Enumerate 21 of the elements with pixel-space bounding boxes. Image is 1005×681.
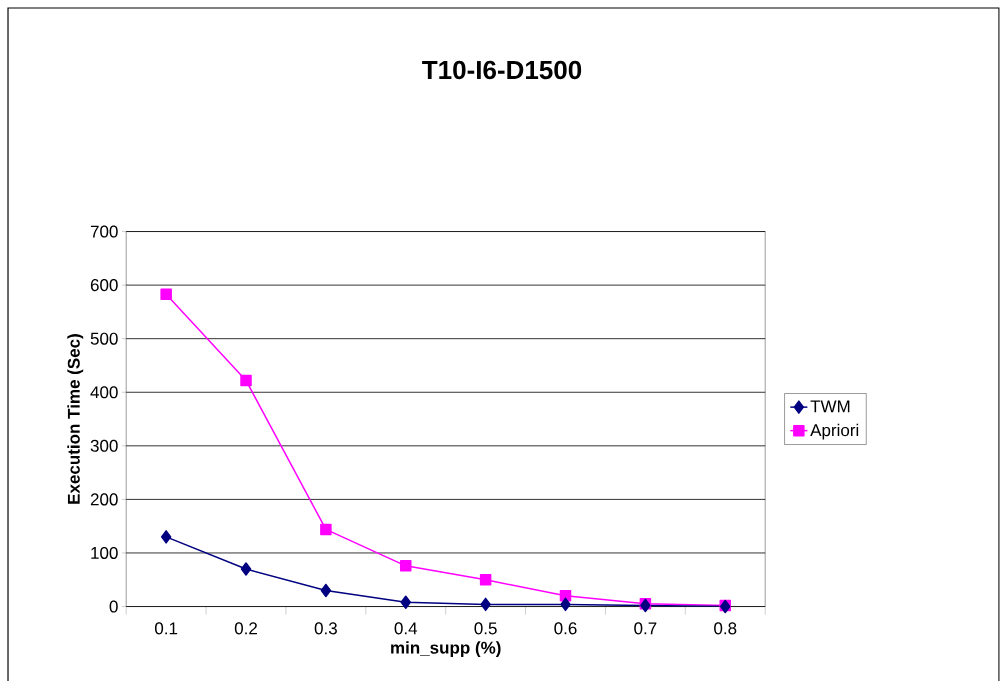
legend-label: TWM	[810, 400, 850, 413]
y-axis-title: Execution Time (Sec)	[67, 334, 84, 504]
x-tick-label: 0.2	[234, 622, 257, 635]
y-tick-label: 400	[90, 386, 118, 399]
chart-title: T10-I6-D1500	[422, 60, 582, 80]
y-tick-label: 500	[90, 332, 118, 345]
legend-label: Apriori	[810, 423, 859, 440]
x-tick-label: 0.3	[314, 622, 337, 635]
y-tick-label: 600	[90, 279, 118, 292]
x-tick-label: 0.1	[154, 622, 178, 635]
x-tick-label: 0.5	[474, 622, 497, 635]
y-tick-label: 0	[109, 600, 118, 613]
x-tick-label: 0.7	[634, 622, 657, 635]
x-tick-label: 0.8	[714, 622, 737, 635]
y-tick-label: 200	[90, 493, 118, 506]
y-tick-label: 700	[90, 225, 118, 238]
x-tick-label: 0.6	[554, 622, 577, 635]
x-axis-title: min_supp (%)	[391, 641, 501, 658]
x-tick-label: 0.4	[394, 622, 418, 635]
y-tick-label: 300	[90, 439, 118, 452]
y-tick-label: 100	[91, 546, 118, 559]
